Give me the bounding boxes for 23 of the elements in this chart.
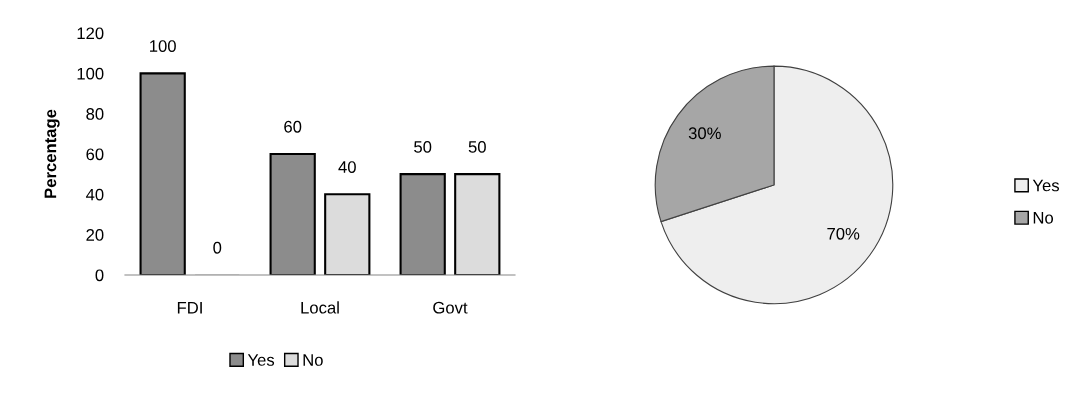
y-tick-label: 100 [77, 67, 104, 80]
y-tick-label: 120 [77, 27, 104, 40]
data-label: 50 [468, 141, 486, 153]
y-tick-label: 40 [85, 188, 104, 201]
legend-label: No [303, 354, 323, 366]
y-tick-label: 80 [86, 108, 104, 120]
data-label: 100 [150, 40, 176, 52]
legend-label: Yes [1032, 179, 1060, 192]
data-label: 30% [688, 127, 721, 140]
x-tick-label: FDI [177, 301, 202, 314]
legend-label: No [1033, 212, 1054, 224]
data-label: 0 [213, 241, 222, 254]
data-label: 70% [827, 227, 860, 240]
x-tick-label: Local [301, 301, 339, 314]
x-tick-label: Govt [433, 301, 468, 314]
data-label: 60 [284, 120, 302, 133]
y-axis-title: Percentage [44, 109, 60, 198]
data-label: 40 [338, 161, 356, 173]
y-tick-label: 20 [86, 229, 104, 241]
y-tick-label: 0 [95, 269, 104, 282]
legend-label: Yes [247, 354, 275, 366]
y-tick-label: 60 [86, 148, 104, 161]
data-label: 50 [414, 141, 432, 153]
